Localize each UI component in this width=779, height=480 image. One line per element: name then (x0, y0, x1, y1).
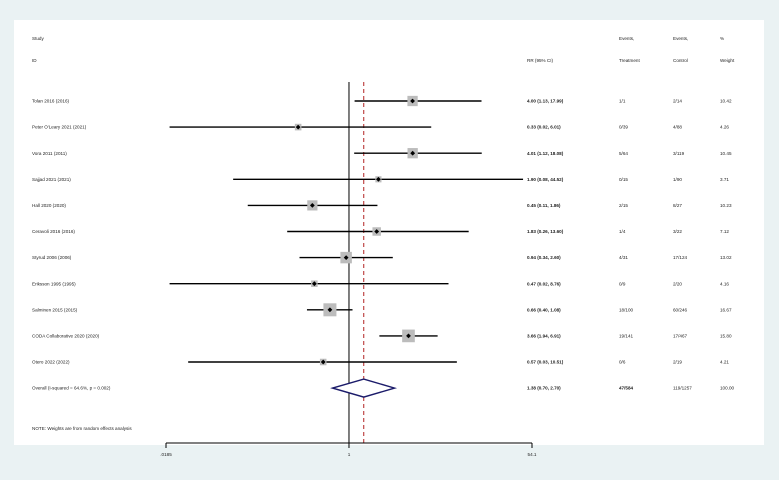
x-tick-label: .0185 (160, 452, 172, 457)
study-point-estimate (374, 229, 380, 234)
study-weight: 13.02 (720, 255, 732, 260)
header-events-control-bottom: Control (673, 58, 688, 63)
study-weight: 10.23 (720, 203, 732, 208)
study-events-control: 8/27 (673, 203, 682, 208)
study-weight: 4.21 (720, 360, 729, 365)
overall-weight: 100.00 (720, 386, 734, 391)
study-label: Hall 2020 (2020) (32, 203, 66, 208)
study-label: Peter O'Leary 2021 (2021) (32, 125, 87, 130)
study-rr-ci: 3.66 (1.94, 6.91) (527, 334, 561, 339)
study-weight: 10.45 (720, 151, 732, 156)
study-events-treatment: 18/100 (619, 307, 633, 312)
study-events-control: 17/467 (673, 334, 687, 339)
study-rr-ci: 4.00 (1.13, 17.99) (527, 99, 564, 104)
x-tick-label: 1 (348, 452, 351, 457)
study-events-treatment: 5/64 (619, 151, 628, 156)
study-rr-ci: 0.66 (0.40, 1.08) (527, 307, 561, 312)
overall-label: Overall (I-squared = 64.6%, p = 0.002) (32, 386, 111, 391)
study-label: CODA Collaborative 2020 (2020) (32, 334, 100, 339)
overall-events-control: 119/1257 (673, 386, 692, 391)
footnote: NOTE: Weights are from random effects an… (32, 426, 132, 431)
study-label: Styrud 2006 (2006) (32, 255, 72, 260)
study-events-control: 2/19 (673, 360, 682, 365)
study-events-treatment: 19/141 (619, 334, 633, 339)
study-label: Eriksson 1995 (1995) (32, 281, 76, 286)
overall-diamond (330, 378, 398, 398)
study-events-treatment: 4/31 (619, 255, 628, 260)
study-rr-ci: 0.47 (0.02, 8.76) (527, 281, 561, 286)
study-events-treatment: 1/4 (619, 229, 626, 234)
study-point-estimate (320, 359, 326, 365)
study-point-estimate (309, 203, 315, 208)
study-point-estimate (311, 281, 317, 287)
study-label: Salminen 2015 (2015) (32, 307, 78, 312)
study-weight: 4.26 (720, 125, 729, 130)
study-events-control: 3/119 (673, 151, 685, 156)
header-events-control-top: Events, (673, 36, 689, 41)
study-events-treatment: 0/15 (619, 177, 628, 182)
plot-panel (14, 20, 764, 445)
header-weight-top: % (720, 36, 725, 41)
study-events-control: 60/246 (673, 307, 687, 312)
study-weight: 15.80 (720, 334, 732, 339)
header-events-treatment-top: Events, (619, 36, 635, 41)
study-rr-ci: 0.57 (0.03, 10.51) (527, 360, 564, 365)
study-rr-ci: 4.01 (1.12, 18.08) (527, 151, 564, 156)
study-events-treatment: 2/15 (619, 203, 628, 208)
overall-events-treatment: 47/584 (619, 386, 633, 391)
study-rr-ci: 1.90 (0.08, 44.52) (527, 177, 564, 182)
study-label: Otero 2022 (2022) (32, 360, 70, 365)
study-rr-ci: 0.45 (0.11, 1.86) (527, 203, 561, 208)
study-rr-ci: 0.94 (0.34, 2.60) (527, 255, 561, 260)
header-rr: RR (95% CI) (527, 58, 554, 63)
study-rr-ci: 1.83 (0.26, 13.60) (527, 229, 564, 234)
study-label: Sajjad 2021 (2021) (32, 177, 71, 182)
header-study: Study (32, 36, 44, 41)
study-events-control: 4/88 (673, 125, 682, 130)
study-label: Tolan 2016 (2016) (32, 99, 70, 104)
study-events-control: 2/14 (673, 99, 682, 104)
study-weight: 16.67 (720, 307, 732, 312)
study-point-estimate (343, 255, 349, 260)
header-id: ID (32, 58, 37, 63)
study-weight: 7.12 (720, 229, 729, 234)
study-events-treatment: 0/39 (619, 125, 628, 130)
study-point-estimate (327, 307, 333, 313)
study-point-estimate (410, 150, 416, 156)
study-weight: 4.16 (720, 281, 729, 286)
study-events-control: 17/124 (673, 255, 687, 260)
study-point-estimate (295, 124, 301, 130)
study-events-control: 3/22 (673, 229, 682, 234)
study-events-treatment: 1/1 (619, 99, 626, 104)
study-weight: 10.42 (720, 99, 732, 104)
header-weight-bottom: Weight (720, 58, 735, 63)
study-events-control: 2/20 (673, 281, 682, 286)
study-events-treatment: 0/9 (619, 281, 626, 286)
study-label: Vora 2011 (2011) (32, 151, 67, 156)
study-weight: 3.71 (720, 177, 729, 182)
study-events-control: 1/90 (673, 177, 682, 182)
header-events-treatment-bottom: Treatment (619, 58, 640, 63)
study-events-treatment: 0/6 (619, 360, 626, 365)
study-point-estimate (410, 98, 415, 104)
study-rr-ci: 0.33 (0.02, 6.01) (527, 125, 561, 130)
study-point-estimate (406, 333, 411, 339)
x-tick-label: 54.1 (528, 452, 537, 457)
overall-rr-ci: 1.38 (0.70, 2.70) (527, 386, 561, 391)
study-label: Ceravoli 2016 (2016) (32, 229, 75, 234)
study-point-estimate (376, 176, 381, 182)
